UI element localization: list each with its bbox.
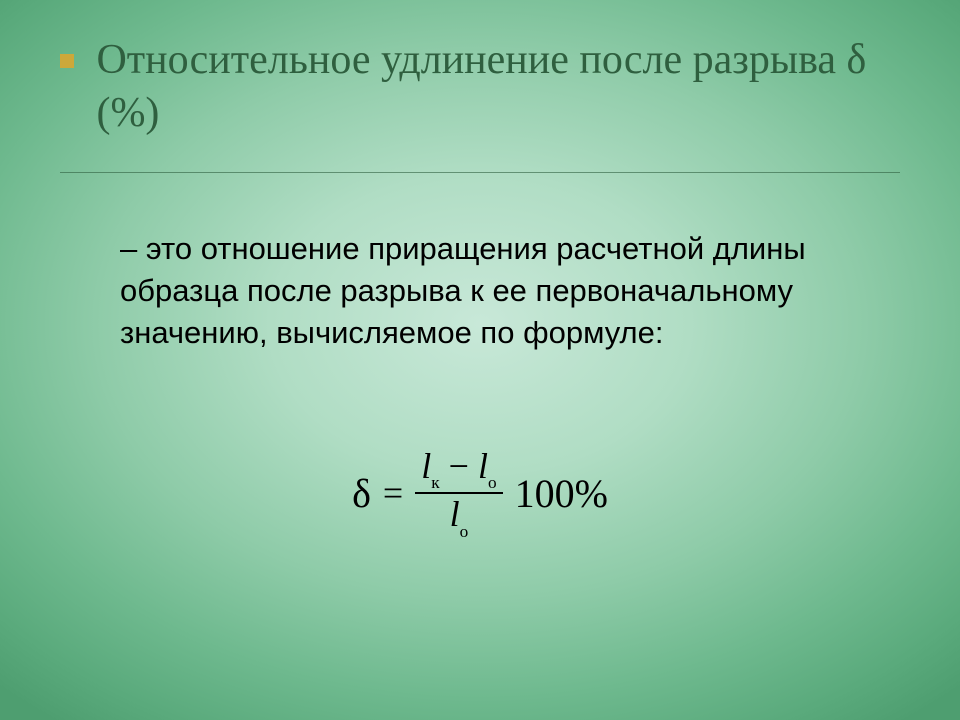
den-var: l — [450, 494, 460, 534]
num-term1-var: l — [421, 446, 431, 486]
slide-title: Относительное удлинение после разрыва δ … — [96, 34, 876, 139]
formula-equals: = — [383, 472, 403, 514]
num-term2-sub: о — [488, 473, 497, 492]
body-paragraph: – это отношение приращения расчетной дли… — [120, 228, 880, 354]
title-block: Относительное удлинение после разрыва δ … — [60, 34, 900, 139]
den-sub: о — [460, 522, 469, 541]
formula-numerator: lк − lо — [415, 448, 502, 490]
num-term1-sub: к — [431, 473, 439, 492]
formula-tail: 100% — [515, 470, 608, 517]
formula: δ = lк − lо lо 100% — [0, 448, 960, 539]
title-divider — [60, 172, 900, 173]
num-operator: − — [449, 446, 469, 486]
formula-denominator: lо — [444, 496, 475, 538]
title-bullet-icon — [60, 54, 74, 68]
slide: Относительное удлинение после разрыва δ … — [0, 0, 960, 720]
formula-fraction: lк − lо lо — [415, 448, 502, 539]
formula-lhs: δ — [352, 470, 371, 517]
num-term2-var: l — [478, 446, 488, 486]
